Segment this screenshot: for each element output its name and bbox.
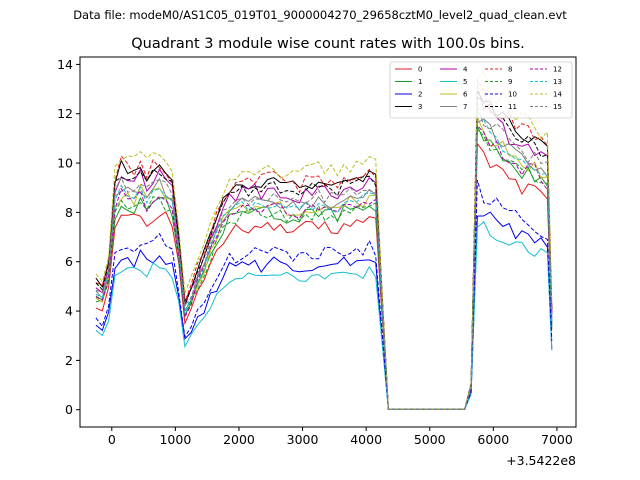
- plot-area: [95, 70, 553, 410]
- y-tick-label: 8: [65, 205, 73, 220]
- legend-label-0: 0: [418, 66, 422, 74]
- y-tick-label: 14: [57, 57, 73, 72]
- legend-label-10: 10: [508, 91, 517, 99]
- legend-label-4: 4: [463, 66, 468, 74]
- series-line-10: [95, 179, 553, 410]
- y-tick-label: 12: [57, 106, 73, 121]
- legend-box: [389, 61, 573, 119]
- series-line-8: [95, 78, 553, 410]
- legend-label-5: 5: [463, 78, 467, 86]
- legend-label-1: 1: [418, 78, 422, 86]
- y-tick-label: 0: [65, 402, 73, 417]
- x-tick-label: 2000: [223, 432, 255, 447]
- x-tick-label: 5000: [414, 432, 446, 447]
- series-line-9: [95, 128, 553, 410]
- legend-label-15: 15: [553, 103, 562, 111]
- legend-label-3: 3: [418, 103, 422, 111]
- series-line-4: [95, 95, 553, 410]
- x-offset-label: +3.5422e8: [506, 453, 576, 468]
- legend-label-2: 2: [418, 91, 422, 99]
- x-tick-label: 6000: [477, 432, 509, 447]
- axes-frame: [79, 56, 577, 428]
- y-tick-label: 4: [65, 304, 73, 319]
- x-axis: 0 1000 2000 3000 4000 5000 6000 7000: [108, 427, 573, 447]
- legend-label-14: 14: [553, 91, 562, 99]
- legend-label-13: 13: [553, 78, 562, 86]
- series-line-7: [95, 118, 553, 410]
- y-tick-label: 2: [65, 353, 73, 368]
- legend-label-6: 6: [463, 91, 468, 99]
- series-line-14: [95, 70, 553, 410]
- x-tick-label: 7000: [541, 432, 573, 447]
- series-line-2: [95, 211, 553, 410]
- x-tick-label: 3000: [287, 432, 319, 447]
- legend-label-8: 8: [508, 66, 512, 74]
- x-tick-label: 1000: [159, 432, 191, 447]
- series-line-6: [95, 117, 553, 410]
- y-tick-label: 10: [57, 156, 73, 171]
- legend-label-12: 12: [553, 66, 562, 74]
- series-line-1: [95, 125, 553, 410]
- series-line-5: [95, 220, 553, 410]
- suptitle: Data file: modeM0/AS1C05_019T01_90000042…: [73, 8, 567, 22]
- series-line-15: [95, 105, 553, 410]
- legend-label-7: 7: [463, 103, 467, 111]
- legend-label-9: 9: [508, 78, 512, 86]
- x-tick-label: 0: [108, 432, 116, 447]
- series-line-0: [95, 142, 553, 410]
- y-tick-label: 6: [65, 254, 73, 269]
- y-axis: 0 2 4 6 8 10 12 14: [57, 57, 80, 417]
- series-line-13: [95, 110, 553, 410]
- x-tick-label: 4000: [350, 432, 382, 447]
- chart-title: Quadrant 3 module wise count rates with …: [131, 36, 525, 52]
- legend-label-11: 11: [508, 103, 517, 111]
- series-line-12: [95, 124, 553, 410]
